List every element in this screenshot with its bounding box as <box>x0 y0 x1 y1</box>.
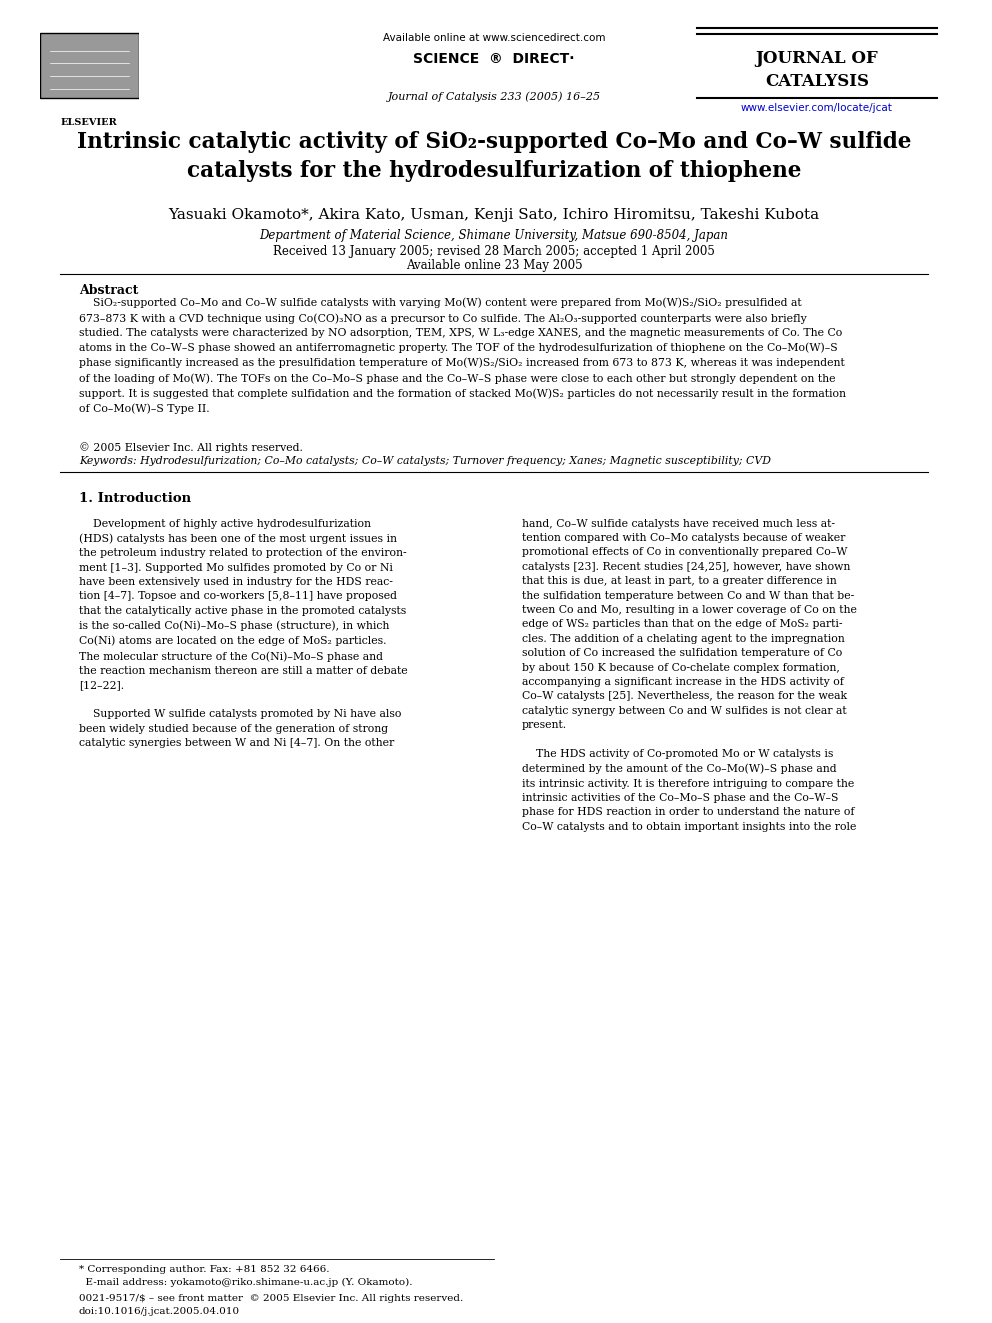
Text: Abstract: Abstract <box>79 284 138 298</box>
Text: doi:10.1016/j.jcat.2005.04.010: doi:10.1016/j.jcat.2005.04.010 <box>79 1307 240 1316</box>
Text: CATALYSIS: CATALYSIS <box>765 73 869 90</box>
Text: Yasuaki Okamoto*, Akira Kato, Usman, Kenji Sato, Ichiro Hiromitsu, Takeshi Kubot: Yasuaki Okamoto*, Akira Kato, Usman, Ken… <box>169 208 819 222</box>
Text: 1. Introduction: 1. Introduction <box>79 492 191 505</box>
Text: © 2005 Elsevier Inc. All rights reserved.: © 2005 Elsevier Inc. All rights reserved… <box>79 442 303 452</box>
Text: E-mail address: yokamoto@riko.shimane-u.ac.jp (Y. Okamoto).: E-mail address: yokamoto@riko.shimane-u.… <box>79 1278 413 1287</box>
Text: Keywords: Hydrodesulfurization; Co–Mo catalysts; Co–W catalysts; Turnover freque: Keywords: Hydrodesulfurization; Co–Mo ca… <box>79 456 771 467</box>
Text: Intrinsic catalytic activity of SiO₂-supported Co–Mo and Co–W sulfide
catalysts : Intrinsic catalytic activity of SiO₂-sup… <box>77 131 912 181</box>
Text: www.elsevier.com/locate/jcat: www.elsevier.com/locate/jcat <box>741 103 893 114</box>
Text: Available online 23 May 2005: Available online 23 May 2005 <box>406 259 582 273</box>
Text: SCIENCE  ®  DIRECT·: SCIENCE ® DIRECT· <box>414 52 574 66</box>
Text: JOURNAL OF: JOURNAL OF <box>756 50 878 67</box>
Text: ELSEVIER: ELSEVIER <box>61 118 118 127</box>
Text: SiO₂-supported Co–Mo and Co–W sulfide catalysts with varying Mo(W) content were : SiO₂-supported Co–Mo and Co–W sulfide ca… <box>79 298 846 414</box>
Text: Journal of Catalysis 233 (2005) 16–25: Journal of Catalysis 233 (2005) 16–25 <box>388 91 600 102</box>
Text: * Corresponding author. Fax: +81 852 32 6466.: * Corresponding author. Fax: +81 852 32 … <box>79 1265 329 1274</box>
Text: 0021-9517/$ – see front matter  © 2005 Elsevier Inc. All rights reserved.: 0021-9517/$ – see front matter © 2005 El… <box>79 1294 463 1303</box>
FancyBboxPatch shape <box>40 33 139 98</box>
Text: hand, Co–W sulfide catalysts have received much less at-
tention compared with C: hand, Co–W sulfide catalysts have receiv… <box>522 519 857 832</box>
Text: Development of highly active hydrodesulfurization
(HDS) catalysts has been one o: Development of highly active hydrodesulf… <box>79 519 408 747</box>
Text: Department of Material Science, Shimane University, Matsue 690-8504, Japan: Department of Material Science, Shimane … <box>260 229 728 242</box>
Text: Available online at www.sciencedirect.com: Available online at www.sciencedirect.co… <box>383 33 605 44</box>
Text: Received 13 January 2005; revised 28 March 2005; accepted 1 April 2005: Received 13 January 2005; revised 28 Mar… <box>273 245 715 258</box>
